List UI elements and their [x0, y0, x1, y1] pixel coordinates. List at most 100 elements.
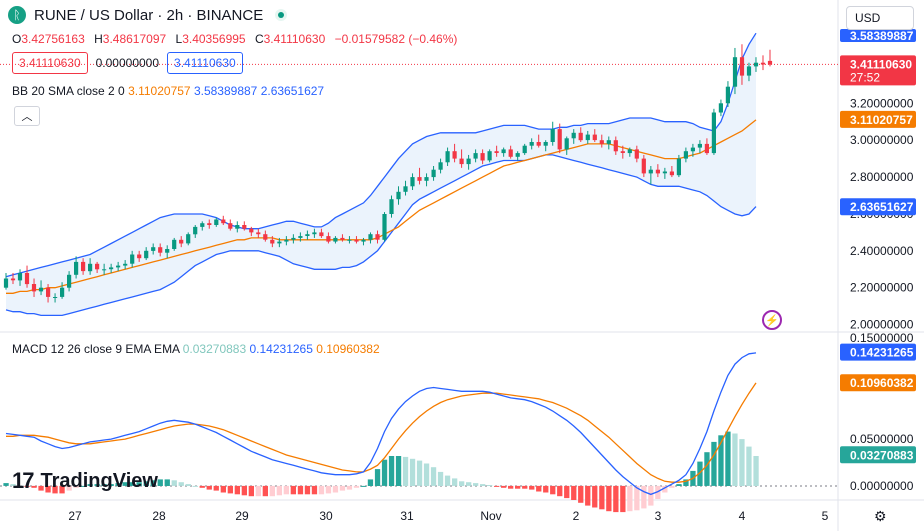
macd-hist-bar [241, 485, 247, 496]
candle-body [46, 287, 51, 297]
candle-body [375, 234, 380, 240]
candle-body [242, 225, 247, 229]
macd-hist-bar [297, 485, 304, 495]
time-tick-label: 31 [400, 509, 414, 523]
macd-hist-bar [543, 485, 549, 493]
symbol-title[interactable]: RUNE / US Dollar · 2h · BINANCE [34, 6, 264, 24]
candle-body [550, 129, 555, 142]
candle-body [431, 169, 436, 178]
bb-lower-value: 2.63651627 [260, 84, 325, 98]
macd-hist-bar [178, 482, 184, 486]
macd-hist-bar [515, 485, 521, 489]
candle-body [424, 177, 429, 181]
macd-hist-bar [529, 485, 535, 490]
candle-body [417, 177, 422, 181]
price-tick-label: 3.20000000 [850, 96, 914, 110]
time-tick-label: 27 [68, 509, 82, 523]
bb-basis-value: 3.11020757 [128, 84, 191, 98]
macd-hist-bar [381, 459, 388, 486]
macd-hist-bar [108, 484, 114, 486]
candle-body [53, 297, 58, 298]
candle-body [739, 57, 745, 76]
candle-body [256, 232, 261, 235]
candle-body [270, 239, 275, 244]
macd-hist-bar [3, 483, 9, 486]
bb-upper-badge-bg [840, 29, 916, 42]
candle-body [613, 140, 618, 152]
candle-body [74, 261, 79, 275]
macd-hist-bar [276, 485, 282, 496]
candle-body [81, 261, 86, 272]
macd-hist-bar [31, 485, 37, 488]
macd-hist-bar [459, 481, 465, 486]
candle-body [298, 236, 303, 238]
macd-hist-bar [669, 485, 675, 488]
macd-legend[interactable]: MACD 12 26 close 9 EMA EMA 0.03270883 0.… [12, 342, 380, 356]
sell-button[interactable]: 3.41110630 [12, 52, 88, 74]
candle-body [466, 158, 471, 165]
open-key: O [12, 32, 22, 46]
macd-hist-bar [290, 485, 296, 495]
candle-body [585, 134, 590, 141]
settings-gear-icon[interactable]: ⚙ [874, 508, 887, 524]
macd-hist-bar [115, 483, 121, 486]
macd-hist-bar [536, 485, 542, 492]
candle-body [389, 199, 394, 214]
macd-hist-bar [199, 485, 205, 488]
candle-body [473, 153, 478, 159]
low-key: L [175, 32, 183, 46]
candle-body [10, 278, 16, 281]
macd-hist-badge-bg [840, 446, 916, 464]
macd-signal-line [6, 382, 757, 483]
candle-body [95, 263, 100, 270]
candle-body [165, 249, 170, 253]
chevron-up-icon: ︿ [21, 111, 33, 123]
macd-hist-bar [662, 485, 668, 493]
candle-body [67, 274, 72, 288]
macd-hist-bar [283, 485, 289, 495]
spread-value: 0.00000000 [95, 56, 160, 70]
candle-body [158, 247, 163, 253]
candle-body [725, 86, 730, 104]
tradingview-logo[interactable]: 17 TradingView [12, 468, 158, 494]
rune-logo-icon: ᚱ [8, 6, 26, 24]
macd-hist-bar [487, 485, 493, 486]
macd-hist-bar [522, 485, 528, 489]
macd-hist-bar [164, 479, 170, 486]
collapse-legend-button[interactable]: ︿ [14, 106, 40, 126]
candle-body [396, 191, 401, 200]
macd-hist-bar [346, 485, 353, 490]
candle-body [746, 66, 752, 76]
macd-hist-bar [430, 467, 437, 486]
candle-body [305, 234, 310, 236]
candle-body [529, 142, 534, 146]
flash-icon[interactable]: ⚡ [762, 310, 782, 330]
candle-body [718, 103, 723, 113]
macd-hist-bar [452, 478, 458, 486]
candle-body [760, 62, 766, 65]
macd-hist-bar [550, 485, 556, 495]
candle-body [144, 250, 149, 259]
macd-hist-bar [332, 485, 339, 493]
macd-hist-bar [360, 485, 367, 487]
candle-body [557, 129, 562, 150]
bb-legend[interactable]: BB 20 SMA close 2 0 3.11020757 3.5838988… [12, 84, 324, 98]
candle-body [130, 254, 135, 264]
currency-select[interactable]: USD [846, 6, 914, 30]
time-tick-label: 29 [235, 509, 249, 523]
candle-body [123, 263, 128, 266]
macd-hist-bar [220, 485, 226, 493]
candle-body [221, 219, 226, 224]
buy-button[interactable]: 3.41110630 [167, 52, 243, 74]
candle-body [31, 284, 37, 292]
bb-band-fill [6, 33, 756, 316]
candle-body [228, 223, 233, 229]
candle-body [116, 265, 121, 268]
macd-hist-bar [311, 485, 318, 495]
macd-hist-bar [213, 485, 219, 491]
macd-hist-bar [423, 463, 430, 486]
candle-body [606, 140, 611, 144]
close-value: 3.41110630 [263, 32, 326, 46]
macd-hist-bar [711, 441, 717, 486]
